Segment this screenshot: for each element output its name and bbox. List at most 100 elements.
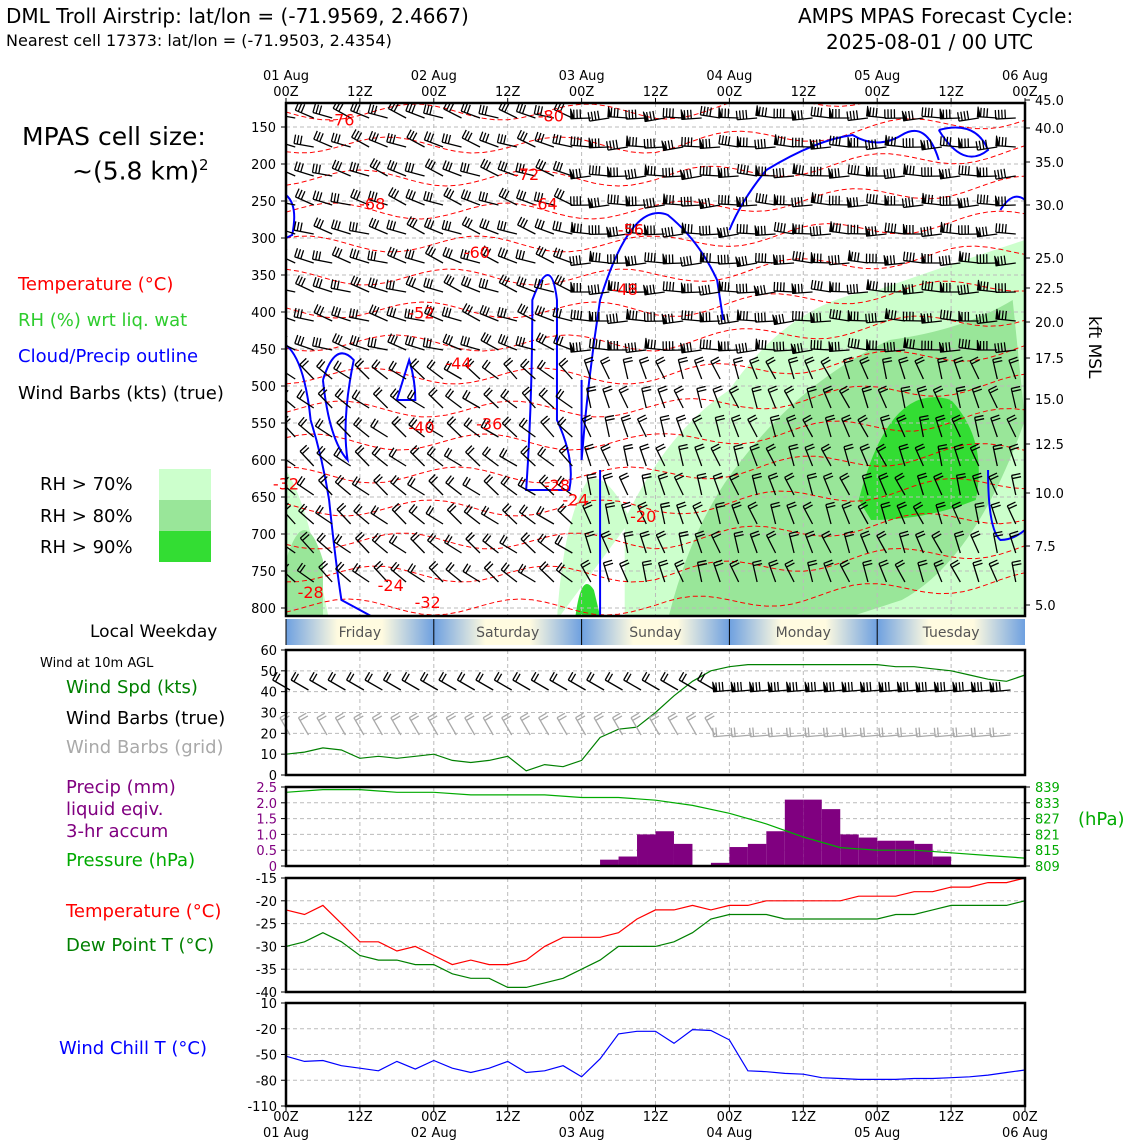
wind-barb [878, 472, 889, 496]
precip-bar [710, 862, 730, 866]
wind-barb [694, 530, 705, 554]
pressure-tick-label: 700 [251, 528, 276, 543]
bottom-time-tick-label: 00Z [717, 1110, 743, 1125]
wind-barb [917, 559, 928, 583]
wind-barb [625, 195, 647, 207]
wind-barb [755, 165, 776, 177]
weekday-cell [729, 619, 878, 645]
wind-barb [710, 530, 722, 554]
wind-barb [517, 476, 536, 496]
surface-barb-grid [859, 727, 882, 738]
wind-barb [677, 356, 689, 380]
wind-barb [465, 445, 481, 467]
wind-barb [804, 530, 816, 554]
wind-barb [825, 501, 836, 525]
wind-barb [555, 388, 573, 409]
wind-barb [367, 250, 388, 264]
wind-barb [553, 334, 573, 351]
wind-barb [348, 221, 370, 235]
surface-barb-true [804, 681, 826, 693]
wind-barb [606, 166, 628, 178]
wind-barb [424, 158, 444, 177]
wind-barb [349, 335, 370, 351]
wind-barb [681, 136, 702, 148]
surface-barb-true [786, 681, 808, 693]
y-tick-label: 60 [260, 644, 277, 659]
rh-80-label: RH > 80% [40, 506, 133, 527]
wind-barb [605, 139, 628, 151]
wind-barb [534, 305, 555, 322]
height-tick-label: 45.0 [1035, 94, 1064, 109]
time-tick-label: 00Z [717, 85, 743, 100]
wind-barb [662, 167, 684, 178]
pressure-tick-label: 809 [1035, 860, 1060, 875]
isotherm-line [286, 118, 1025, 154]
pressure-tick-label: 600 [251, 454, 276, 469]
isotherm-line [286, 315, 1025, 352]
wind-barb [975, 226, 998, 238]
height-tick-label: 17.5 [1035, 352, 1064, 367]
wind-barb [847, 136, 868, 148]
wind-barb [699, 105, 721, 119]
wind-barb [693, 356, 705, 380]
wind-barb [990, 414, 1001, 438]
pressure-line [285, 789, 1026, 859]
weekday-bar: Friday Saturday Sunday Monday Tuesday [285, 619, 1025, 645]
wind-barb [681, 222, 702, 235]
wind-barb [373, 560, 389, 583]
cell-size-label: MPAS cell size: [22, 122, 206, 151]
wind-barb [483, 387, 499, 409]
wind-barb [442, 333, 462, 351]
wind-barb [569, 168, 591, 180]
surface-barb-grid [841, 727, 863, 738]
wind-barb [570, 221, 591, 235]
wind-barb [299, 444, 315, 467]
wind-barb [838, 385, 851, 409]
wind-barb [974, 502, 985, 525]
wind-barb [679, 342, 702, 354]
wind-barb [388, 360, 407, 380]
wind-barb [902, 223, 924, 235]
isotherm-line [286, 443, 1025, 484]
wind-barb [662, 341, 684, 351]
wind-barb [921, 340, 942, 351]
wind-barb [994, 109, 1016, 120]
wind-barb [753, 284, 776, 297]
wind-barb [639, 530, 650, 554]
surface-barb-grid [611, 712, 624, 736]
wind-barb [368, 130, 388, 148]
wind-barb [822, 385, 833, 409]
wind-barb [299, 357, 315, 380]
wind-barb [479, 218, 499, 235]
wind-barb [602, 385, 613, 409]
temperature-contour-label: -56 [618, 221, 644, 240]
wind-barb [286, 317, 296, 322]
wind-barb [464, 358, 481, 380]
wind-barb [558, 357, 573, 380]
wind-barb [317, 386, 333, 409]
temperature-contour-label: -20 [630, 507, 656, 526]
cloud-outline [395, 356, 417, 401]
isotherm-line [286, 245, 1025, 286]
wind-barb [588, 165, 610, 177]
wind-barb [607, 279, 628, 293]
wind-barbs-true-label: Wind Barbs (true) [66, 708, 226, 729]
wind-barb [405, 103, 425, 119]
time-tick-label: 12Z [791, 85, 817, 100]
wind-barb [312, 277, 333, 293]
wind-barb [976, 194, 998, 206]
temperature-contour-label: -48 [612, 280, 638, 299]
wind-barb [938, 255, 961, 267]
pressure-tick-label: 300 [251, 232, 276, 247]
wind-barb [843, 530, 855, 554]
y-tick-label: 10 [260, 748, 277, 763]
wind-barb [894, 559, 906, 583]
wind-barb [600, 443, 611, 467]
wind-barb [569, 341, 591, 353]
wind-barb [939, 281, 961, 293]
wind-barb [607, 194, 628, 206]
wind-barb [773, 108, 795, 119]
rh-region [858, 397, 979, 520]
wind-barb [625, 135, 647, 148]
